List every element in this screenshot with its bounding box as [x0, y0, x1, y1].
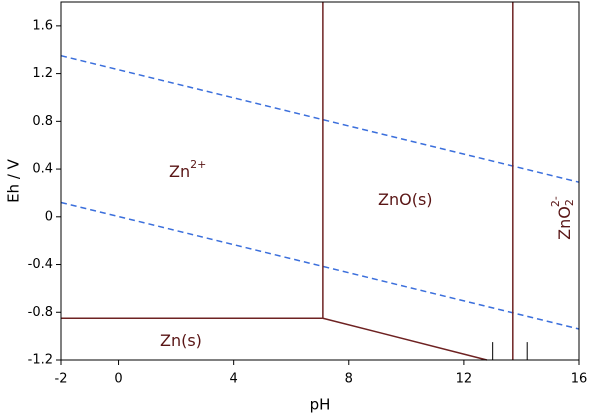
region-label: Zn(s) [160, 331, 202, 350]
region-label: Zn2+ [169, 158, 206, 181]
line [322, 317, 488, 361]
label-text: ZnO [555, 206, 574, 240]
region-label: ZnO22- [549, 196, 576, 240]
y-tick-label: -1.2 [28, 353, 53, 368]
x-tick-label: -2 [55, 372, 68, 387]
label-text: ZnO(s) [378, 190, 433, 209]
y-tick-label: 0.4 [32, 162, 53, 177]
label-text: Zn [169, 162, 190, 181]
x-axis-title: pH [310, 396, 331, 414]
x-tick-label: 0 [114, 372, 122, 387]
y-tick-label: 0.8 [32, 114, 53, 129]
line [60, 201, 580, 330]
label-sub: 2 [563, 199, 576, 206]
y-tick-label: -0.4 [28, 257, 53, 272]
x-tick-label: 8 [345, 372, 353, 387]
plot-frame [60, 1, 580, 361]
label-sup: 2- [549, 196, 562, 207]
y-tick-label: 1.6 [32, 18, 53, 33]
y-tick-label: -0.8 [28, 305, 53, 320]
label-text: Zn(s) [160, 331, 202, 350]
y-axis-title: Eh / V [5, 158, 23, 203]
y-tick-label: 1.2 [32, 66, 53, 81]
label-sup: 2+ [190, 158, 206, 171]
y-tick-label: 0 [45, 209, 53, 224]
region-label: ZnO(s) [378, 190, 433, 209]
x-tick-label: 12 [456, 372, 473, 387]
x-tick-label: 4 [230, 372, 238, 387]
x-tick-label: 16 [571, 372, 588, 387]
line [60, 54, 580, 183]
